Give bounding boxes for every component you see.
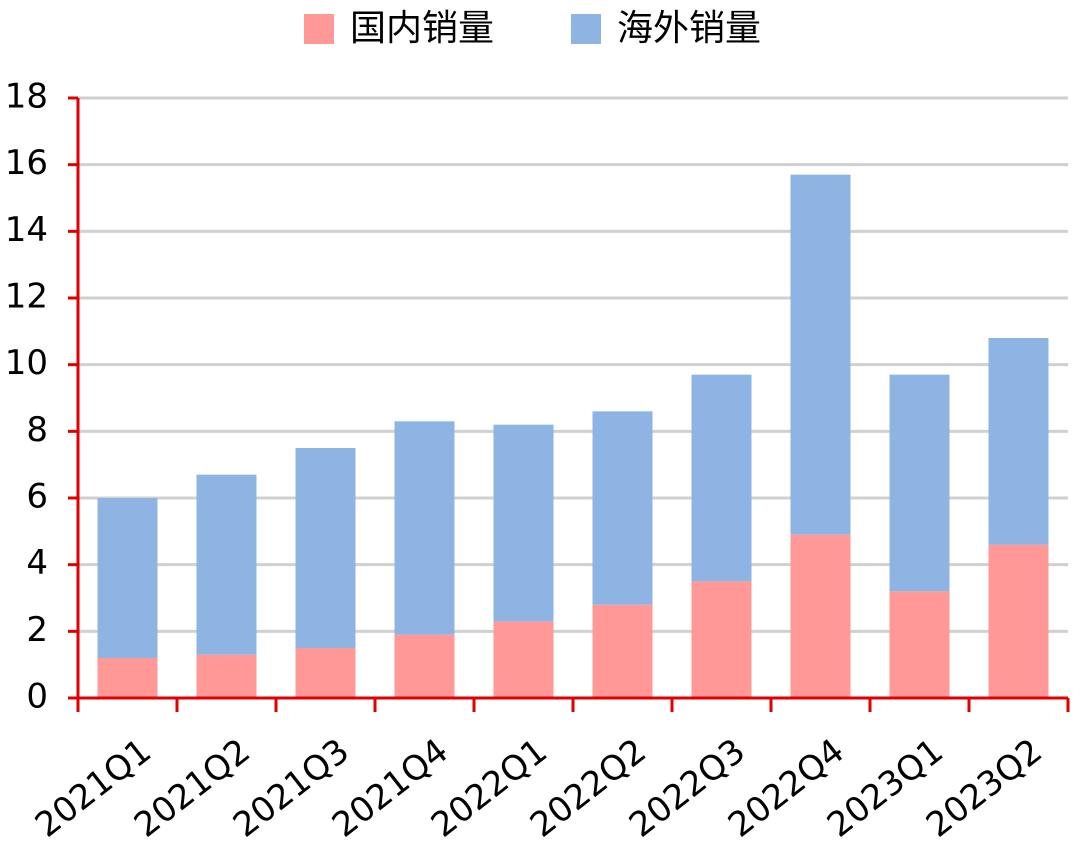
bar-segment [295, 648, 356, 698]
y-tick-label: 18 [5, 77, 48, 117]
y-tick-label: 4 [26, 543, 48, 583]
y-tick-label: 12 [5, 277, 48, 317]
y-tick-label: 14 [5, 210, 48, 250]
legend-label: 国内销量 [350, 8, 494, 49]
legend-swatch [571, 14, 601, 44]
bar-segment [97, 658, 158, 698]
y-tick-label: 10 [5, 343, 48, 383]
bar-segment [295, 448, 356, 648]
y-tick-label: 8 [26, 410, 48, 450]
bar-segment [592, 411, 653, 605]
y-tick-label: 2 [26, 610, 48, 650]
bar-segment [988, 544, 1049, 698]
bar-segment [97, 498, 158, 658]
bar-segment [394, 634, 455, 698]
bar-segment [196, 474, 257, 655]
legend-label: 海外销量 [617, 8, 761, 49]
bar-segment [889, 591, 950, 698]
bar-segment [691, 374, 752, 582]
bar-segment [196, 654, 257, 698]
bar-segment [790, 174, 851, 535]
bar-segment [394, 421, 455, 635]
y-tick-label: 16 [5, 143, 48, 183]
bar-segment [493, 621, 554, 698]
bar-segment [889, 374, 950, 592]
bar-segment [988, 338, 1049, 545]
bar-segment [691, 581, 752, 698]
y-tick-label: 0 [26, 677, 48, 717]
bar-segment [493, 424, 554, 622]
bar-segment [592, 604, 653, 698]
bar-segment [790, 534, 851, 698]
legend-swatch [304, 14, 334, 44]
y-tick-label: 6 [26, 477, 48, 517]
